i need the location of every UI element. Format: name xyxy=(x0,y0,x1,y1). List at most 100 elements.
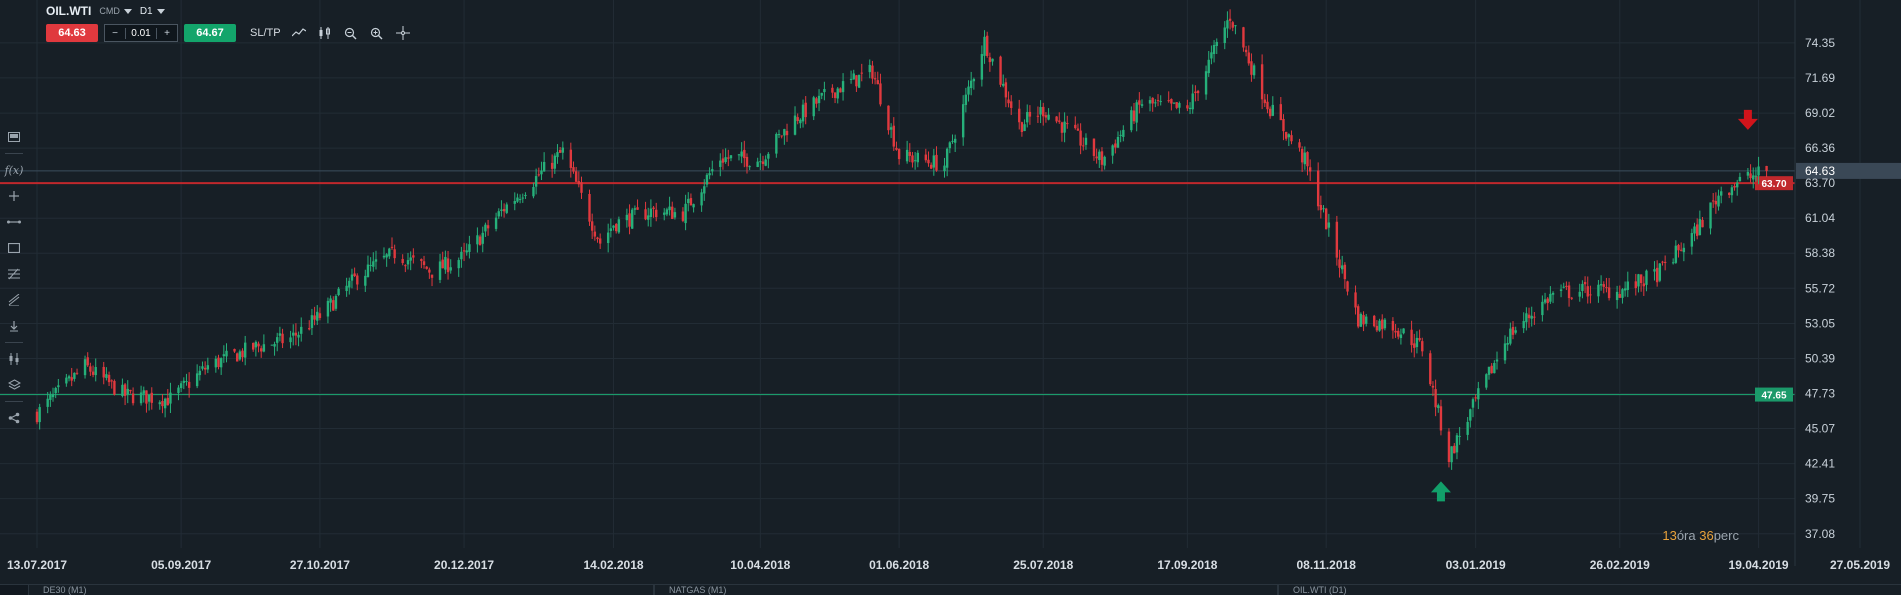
candle-body xyxy=(206,365,210,370)
candle-body xyxy=(1583,282,1587,285)
candle-body xyxy=(692,204,695,208)
candle-body xyxy=(820,92,823,96)
zoom-out-icon[interactable] xyxy=(343,25,359,41)
candle-body xyxy=(1733,185,1736,188)
candle-body xyxy=(326,300,330,317)
tab-oil-wti[interactable]: OIL.WTI (D1) xyxy=(1278,585,1901,595)
sltp-button[interactable]: SL/TP xyxy=(250,27,281,39)
candle-body xyxy=(871,65,874,79)
candle-body xyxy=(75,372,79,374)
candle-body xyxy=(913,160,917,162)
symbol-label[interactable]: OIL.WTI xyxy=(46,4,92,18)
current-price-label: 64.63 xyxy=(1805,164,1835,178)
y-tick-label: 74.35 xyxy=(1805,36,1835,50)
fibonacci-icon[interactable] xyxy=(0,261,28,287)
download-icon[interactable] xyxy=(0,313,28,339)
candle-body xyxy=(107,374,111,383)
layers-icon[interactable] xyxy=(0,372,28,398)
candle-body xyxy=(1020,122,1024,133)
candle-body xyxy=(1116,136,1120,148)
candle-body xyxy=(1429,353,1432,385)
arrow-up-icon xyxy=(1430,481,1451,502)
candle-body xyxy=(1290,135,1293,142)
candle-body xyxy=(785,130,789,136)
trade-panel: 64.63 − 0.01 + 64.67 SL/TP xyxy=(46,24,411,42)
candle-body xyxy=(969,80,973,89)
candle-body xyxy=(1570,297,1573,299)
function-icon[interactable]: f(x) xyxy=(4,163,24,177)
candle-body xyxy=(1567,285,1571,299)
candle-body xyxy=(1282,118,1285,132)
timeframe-selector[interactable]: D1 xyxy=(140,6,165,17)
resistance-tag xyxy=(1755,176,1793,191)
candle-body xyxy=(889,127,893,130)
candle-body xyxy=(1679,249,1683,251)
sell-button[interactable]: 64.63 xyxy=(46,24,98,42)
y-tick-label: 47.73 xyxy=(1805,387,1835,401)
candle-countdown: 13óra 36perc xyxy=(1662,528,1739,543)
candle-body xyxy=(1551,292,1555,295)
tab-natgas[interactable]: NATGAS (M1) xyxy=(654,585,1278,595)
bottom-chart-tabs: DE30 (M1) NATGAS (M1) OIL.WTI (D1) xyxy=(0,584,1901,595)
candle-body xyxy=(983,36,986,56)
candle-body xyxy=(1698,219,1702,236)
signal-markers xyxy=(1430,109,1758,502)
candle-body xyxy=(700,192,703,206)
indicators-icon[interactable] xyxy=(0,346,28,372)
decrease-quantity-button[interactable]: − xyxy=(112,27,118,39)
candle-body xyxy=(195,373,199,387)
type-selector[interactable]: CMD xyxy=(99,6,132,16)
increase-quantity-button[interactable]: + xyxy=(164,27,170,39)
trend-tool-icon[interactable] xyxy=(0,287,28,313)
candle-body xyxy=(105,374,108,378)
x-tick-label: 26.02.2019 xyxy=(1590,558,1650,572)
candle-body xyxy=(518,199,522,201)
line-chart-icon[interactable] xyxy=(291,25,307,41)
candle-body xyxy=(1674,245,1678,263)
candle-body xyxy=(318,313,322,318)
candle-body xyxy=(574,171,578,182)
candle-body xyxy=(1151,97,1154,104)
candle-body xyxy=(1172,102,1176,104)
buy-button[interactable]: 64.67 xyxy=(184,24,236,42)
candle-body xyxy=(300,326,303,334)
candle-body xyxy=(313,315,316,320)
share-icon[interactable] xyxy=(0,405,28,431)
candle-body xyxy=(1378,320,1381,331)
zoom-in-icon[interactable] xyxy=(369,25,385,41)
candles-icon[interactable] xyxy=(317,25,333,41)
crosshair-icon[interactable] xyxy=(395,25,411,41)
candle-body xyxy=(129,389,132,392)
candle-body xyxy=(1728,192,1731,196)
candle-body xyxy=(588,194,591,222)
candle-body xyxy=(278,333,282,336)
line-tool-icon[interactable] xyxy=(0,209,28,235)
candle-body xyxy=(332,300,335,311)
countdown-hours-label: óra xyxy=(1676,528,1700,543)
support-label: 47.65 xyxy=(1761,391,1786,402)
plus-icon[interactable] xyxy=(0,183,28,209)
candle-body xyxy=(1373,315,1376,327)
candle-body xyxy=(1711,200,1715,202)
candle-body xyxy=(1477,388,1480,400)
candle-body xyxy=(831,87,834,93)
candle-body xyxy=(1615,291,1619,301)
candle-body xyxy=(964,94,968,105)
candle-body xyxy=(1597,284,1600,297)
candle-body xyxy=(534,176,538,187)
candle-body xyxy=(1525,313,1528,323)
candle-body xyxy=(873,78,877,80)
candle-body xyxy=(1682,247,1686,253)
candle-body xyxy=(350,274,354,281)
candle-body xyxy=(169,392,172,404)
candle-body xyxy=(297,334,300,338)
quantity-input[interactable]: 0.01 xyxy=(125,27,157,39)
rectangle-icon[interactable] xyxy=(0,235,28,261)
tab-de30[interactable]: DE30 (M1) xyxy=(28,585,654,595)
candle-body xyxy=(49,395,52,400)
candle-body xyxy=(540,170,543,175)
panel-icon[interactable] xyxy=(0,124,28,150)
candle-body xyxy=(839,88,842,93)
candle-body xyxy=(617,219,621,233)
